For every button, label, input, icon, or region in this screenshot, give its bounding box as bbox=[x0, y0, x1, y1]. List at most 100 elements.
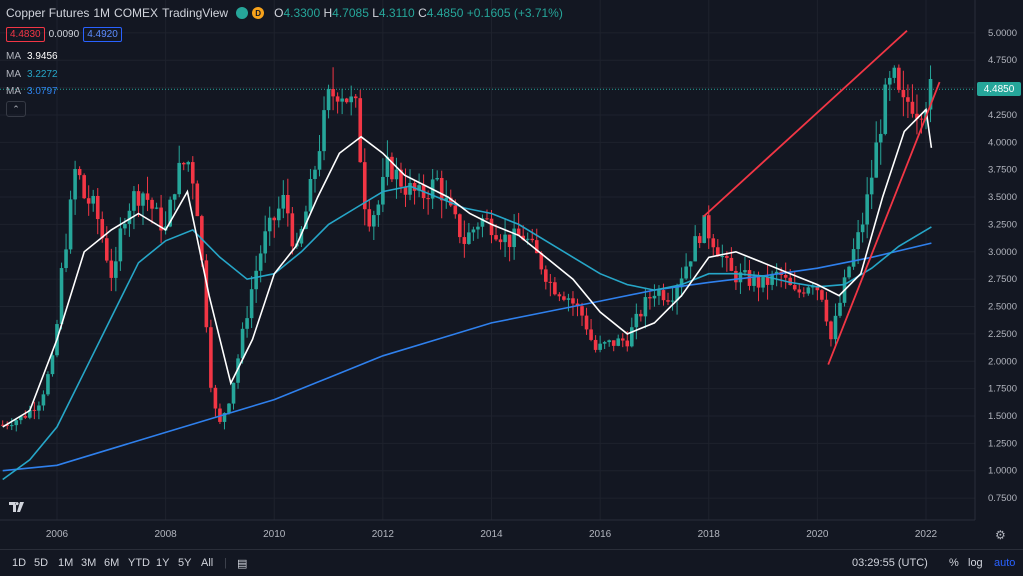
candle-body bbox=[412, 182, 417, 191]
candle-body bbox=[525, 238, 530, 240]
candle-body bbox=[480, 218, 485, 227]
ma-long-line bbox=[2, 242, 932, 472]
candle-body bbox=[313, 169, 317, 179]
low-value: 4.3110 bbox=[378, 6, 415, 20]
candle-body bbox=[788, 277, 793, 286]
source-label: TradingView bbox=[162, 6, 229, 20]
candle-body bbox=[186, 162, 191, 165]
candle-body bbox=[901, 89, 906, 98]
y-tick-label: 4.2500 bbox=[988, 110, 1017, 121]
candle-body bbox=[335, 96, 340, 102]
candle-body bbox=[209, 327, 213, 388]
candle-body bbox=[304, 211, 308, 229]
y-tick-label: 2.2500 bbox=[988, 329, 1017, 340]
candle-body bbox=[666, 300, 670, 302]
candle-body bbox=[498, 239, 503, 243]
tradingview-logo-icon[interactable] bbox=[8, 500, 28, 514]
candle-body bbox=[258, 253, 263, 271]
candle-body bbox=[95, 195, 100, 220]
candle-body bbox=[299, 228, 304, 244]
candle-body bbox=[227, 403, 231, 413]
candle-body bbox=[620, 338, 625, 341]
candle-body bbox=[811, 286, 815, 288]
ma-legend-2[interactable]: MA 3.2272 bbox=[6, 69, 58, 80]
log-toggle[interactable]: log bbox=[968, 557, 983, 569]
range-6m-button[interactable]: 6M bbox=[104, 557, 120, 569]
interval-label[interactable]: 1M bbox=[93, 6, 111, 20]
candle-body bbox=[494, 235, 498, 240]
candle-body bbox=[820, 290, 824, 300]
percent-toggle[interactable]: % bbox=[949, 557, 959, 569]
candle-body bbox=[530, 238, 535, 241]
ma-label: MA bbox=[6, 51, 21, 62]
candle-body bbox=[693, 236, 697, 262]
sell-button[interactable]: 4.4830 bbox=[6, 27, 45, 42]
ma-short-line bbox=[2, 107, 933, 428]
candle-body bbox=[865, 194, 869, 225]
candle-body bbox=[331, 88, 335, 97]
x-tick-label: 2022 bbox=[915, 529, 938, 540]
candle-body bbox=[792, 285, 797, 290]
candle-body bbox=[5, 424, 10, 426]
candle-body bbox=[670, 300, 675, 302]
range-3m-button[interactable]: 3M bbox=[81, 557, 97, 569]
ma-value: 3.2272 bbox=[27, 69, 58, 80]
candle-body bbox=[132, 191, 136, 211]
ma-label: MA bbox=[6, 86, 21, 97]
date-range-icon[interactable]: ▤ bbox=[237, 558, 248, 570]
candle-body bbox=[928, 78, 933, 110]
candle-body bbox=[286, 194, 290, 214]
y-tick-label: 5.0000 bbox=[988, 28, 1017, 39]
range-5d-button[interactable]: 5D bbox=[34, 557, 49, 569]
candle-body bbox=[752, 276, 756, 286]
utc-clock[interactable]: 03:29:55 (UTC) bbox=[852, 557, 928, 569]
candle-body bbox=[0, 424, 5, 426]
candle-body bbox=[281, 194, 286, 209]
range-1m-button[interactable]: 1M bbox=[58, 557, 74, 569]
delayed-badge: D bbox=[252, 7, 265, 19]
candle-body bbox=[679, 278, 684, 288]
candle-body bbox=[344, 98, 349, 103]
candle-body bbox=[150, 199, 154, 209]
candle-body bbox=[127, 210, 132, 224]
range-1y-button[interactable]: 1Y bbox=[156, 557, 170, 569]
symbol-name[interactable]: Copper Futures bbox=[6, 6, 90, 20]
price-chart[interactable]: 0.7500 1.0000 1.2500 1.5000 1.7500 2.0000 2.25… bbox=[0, 0, 1023, 549]
range-1d-button[interactable]: 1D bbox=[12, 557, 27, 569]
candle-body bbox=[829, 321, 833, 340]
price-axis[interactable]: 0.7500 1.0000 1.2500 1.5000 1.7500 2.0000 2.25… bbox=[974, 0, 1017, 520]
range-5y-button[interactable]: 5Y bbox=[178, 557, 192, 569]
chart-grid bbox=[0, 0, 975, 520]
candle-body bbox=[394, 169, 399, 180]
range-ytd-button[interactable]: YTD bbox=[128, 557, 150, 569]
candle-body bbox=[878, 133, 883, 143]
chevron-up-icon[interactable]: ⌃ bbox=[6, 101, 26, 117]
candle-body bbox=[716, 247, 720, 257]
candle-body bbox=[9, 425, 14, 427]
time-axis[interactable]: 2006 2008 2010 2012 2014 2016 2018 2020 2022 bbox=[0, 519, 975, 540]
ma-legend-1[interactable]: MA 3.9456 bbox=[6, 51, 58, 62]
y-tick-label: 1.5000 bbox=[988, 411, 1017, 422]
ma-legend-3[interactable]: MA 3.0797 bbox=[6, 86, 58, 97]
bottom-toolbar: 1D 5D 1M 3M 6M YTD 1Y 5Y All | ▤ 03:29:5… bbox=[0, 549, 1023, 576]
range-all-button[interactable]: All bbox=[201, 557, 214, 569]
candle-body bbox=[154, 207, 159, 209]
gear-icon[interactable]: ⚙ bbox=[995, 528, 1006, 542]
candle-body bbox=[123, 223, 127, 229]
chart-header: Copper Futures 1M COMEX TradingView D O4… bbox=[6, 6, 563, 20]
ma-mid-line bbox=[2, 185, 932, 481]
candle-body bbox=[625, 340, 630, 347]
candle-body bbox=[706, 215, 711, 239]
x-tick-label: 2008 bbox=[155, 529, 178, 540]
candle-body bbox=[249, 289, 254, 319]
auto-toggle[interactable]: auto bbox=[994, 557, 1016, 569]
candle-body bbox=[403, 186, 408, 195]
candle-body bbox=[557, 294, 562, 297]
trendlines bbox=[702, 29, 941, 365]
candle-body bbox=[86, 198, 91, 204]
buy-button[interactable]: 4.4920 bbox=[83, 27, 122, 42]
candle-body bbox=[14, 420, 19, 426]
ma-label: MA bbox=[6, 69, 21, 80]
candle-body bbox=[806, 287, 811, 294]
candle-body bbox=[390, 156, 394, 180]
